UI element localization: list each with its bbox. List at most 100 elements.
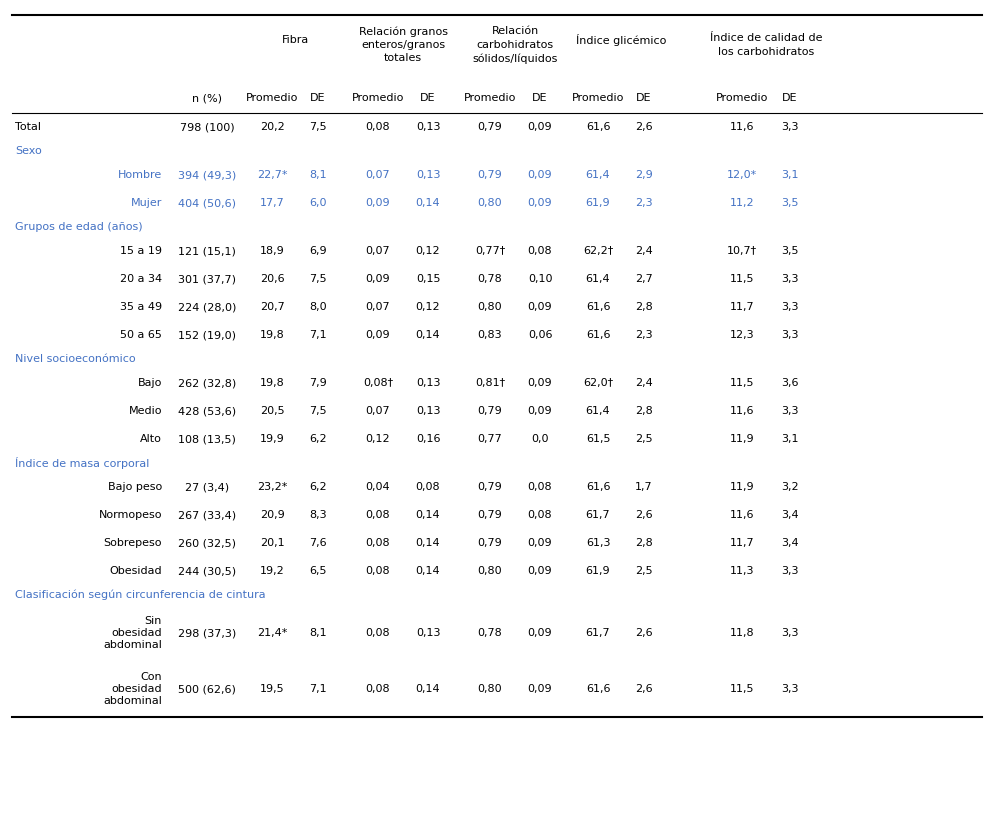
Text: 0,09: 0,09 <box>527 198 552 208</box>
Text: 428 (53,6): 428 (53,6) <box>177 406 236 416</box>
Text: 0,08: 0,08 <box>416 482 441 492</box>
Text: 61,4: 61,4 <box>585 274 610 284</box>
Text: 61,9: 61,9 <box>585 566 610 576</box>
Text: 15 a 19: 15 a 19 <box>120 246 162 256</box>
Text: 0,09: 0,09 <box>366 274 390 284</box>
Text: 798 (100): 798 (100) <box>179 122 234 132</box>
Text: Índice de masa corporal: Índice de masa corporal <box>15 457 150 469</box>
Text: 27 (3,4): 27 (3,4) <box>184 482 229 492</box>
Text: Obesidad: Obesidad <box>110 566 162 576</box>
Text: 3,3: 3,3 <box>782 302 799 312</box>
Text: 3,5: 3,5 <box>782 198 799 208</box>
Text: 19,5: 19,5 <box>259 684 284 694</box>
Text: Promedio: Promedio <box>464 93 516 103</box>
Text: 0,14: 0,14 <box>416 198 441 208</box>
Text: 0,78: 0,78 <box>478 628 502 638</box>
Text: 298 (37,3): 298 (37,3) <box>177 628 236 638</box>
Text: 152 (19,0): 152 (19,0) <box>178 330 236 340</box>
Text: 10,7†: 10,7† <box>727 246 757 256</box>
Text: 20,7: 20,7 <box>259 302 284 312</box>
Text: 11,9: 11,9 <box>730 482 755 492</box>
Text: 2,6: 2,6 <box>635 628 653 638</box>
Text: 8,0: 8,0 <box>309 302 327 312</box>
Text: Fibra: Fibra <box>281 35 309 45</box>
Text: 2,8: 2,8 <box>635 302 653 312</box>
Text: 11,5: 11,5 <box>730 378 755 388</box>
Text: 0,83: 0,83 <box>478 330 502 340</box>
Text: Bajo: Bajo <box>138 378 162 388</box>
Text: 0,14: 0,14 <box>416 684 441 694</box>
Text: 0,08: 0,08 <box>366 122 390 132</box>
Text: 11,6: 11,6 <box>730 406 755 416</box>
Text: 108 (13,5): 108 (13,5) <box>178 434 236 444</box>
Text: 3,5: 3,5 <box>782 246 799 256</box>
Text: 6,2: 6,2 <box>309 482 327 492</box>
Text: 0,08: 0,08 <box>527 246 552 256</box>
Text: 0,14: 0,14 <box>416 566 441 576</box>
Text: 260 (32,5): 260 (32,5) <box>178 538 236 548</box>
Text: 3,3: 3,3 <box>782 566 799 576</box>
Text: 0,80: 0,80 <box>478 198 502 208</box>
Text: 62,0†: 62,0† <box>583 378 613 388</box>
Text: 0,09: 0,09 <box>527 302 552 312</box>
Text: 61,6: 61,6 <box>586 482 610 492</box>
Text: 244 (30,5): 244 (30,5) <box>177 566 236 576</box>
Text: 7,1: 7,1 <box>309 684 327 694</box>
Text: 11,3: 11,3 <box>730 566 755 576</box>
Text: 61,6: 61,6 <box>586 302 610 312</box>
Text: 61,6: 61,6 <box>586 122 610 132</box>
Text: 19,8: 19,8 <box>259 378 284 388</box>
Text: DE: DE <box>310 93 326 103</box>
Text: 0,14: 0,14 <box>416 330 441 340</box>
Text: 0,0: 0,0 <box>531 434 548 444</box>
Text: 0,79: 0,79 <box>478 406 502 416</box>
Text: 20,2: 20,2 <box>259 122 284 132</box>
Text: 0,09: 0,09 <box>527 378 552 388</box>
Text: 2,4: 2,4 <box>635 246 653 256</box>
Text: 61,4: 61,4 <box>585 406 610 416</box>
Text: 20 a 34: 20 a 34 <box>120 274 162 284</box>
Text: 0,13: 0,13 <box>416 170 441 180</box>
Text: 22,7*: 22,7* <box>257 170 287 180</box>
Text: 0,13: 0,13 <box>416 122 441 132</box>
Text: 3,2: 3,2 <box>782 482 799 492</box>
Text: 8,3: 8,3 <box>309 510 327 520</box>
Text: 2,8: 2,8 <box>635 406 653 416</box>
Text: Normopeso: Normopeso <box>99 510 162 520</box>
Text: 3,4: 3,4 <box>782 510 799 520</box>
Text: 224 (28,0): 224 (28,0) <box>177 302 236 312</box>
Text: Nivel socioeconómico: Nivel socioeconómico <box>15 354 136 364</box>
Text: 7,5: 7,5 <box>309 406 327 416</box>
Text: 0,79: 0,79 <box>478 170 502 180</box>
Text: 19,9: 19,9 <box>259 434 284 444</box>
Text: 262 (32,8): 262 (32,8) <box>177 378 236 388</box>
Text: 2,3: 2,3 <box>635 198 653 208</box>
Text: 11,7: 11,7 <box>730 538 755 548</box>
Text: 8,1: 8,1 <box>309 170 327 180</box>
Text: 17,7: 17,7 <box>259 198 284 208</box>
Text: 7,1: 7,1 <box>309 330 327 340</box>
Text: 0,14: 0,14 <box>416 538 441 548</box>
Text: 0,79: 0,79 <box>478 122 502 132</box>
Text: Grupos de edad (años): Grupos de edad (años) <box>15 222 143 232</box>
Text: 0,08: 0,08 <box>366 566 390 576</box>
Text: 61,7: 61,7 <box>585 510 610 520</box>
Text: 0,77: 0,77 <box>478 434 502 444</box>
Text: 7,6: 7,6 <box>309 538 327 548</box>
Text: 61,9: 61,9 <box>585 198 610 208</box>
Text: Sin
obesidad
abdominal: Sin obesidad abdominal <box>103 616 162 649</box>
Text: 0,12: 0,12 <box>416 302 441 312</box>
Text: Con
obesidad
abdominal: Con obesidad abdominal <box>103 672 162 705</box>
Text: 267 (33,4): 267 (33,4) <box>177 510 236 520</box>
Text: 3,3: 3,3 <box>782 628 799 638</box>
Text: 20,6: 20,6 <box>259 274 284 284</box>
Text: 0,07: 0,07 <box>366 302 390 312</box>
Text: 0,09: 0,09 <box>527 406 552 416</box>
Text: 0,06: 0,06 <box>527 330 552 340</box>
Text: 6,9: 6,9 <box>309 246 327 256</box>
Text: 0,13: 0,13 <box>416 406 441 416</box>
Text: 2,9: 2,9 <box>635 170 653 180</box>
Text: 3,1: 3,1 <box>782 170 799 180</box>
Text: 0,09: 0,09 <box>527 122 552 132</box>
Text: 7,9: 7,9 <box>309 378 327 388</box>
